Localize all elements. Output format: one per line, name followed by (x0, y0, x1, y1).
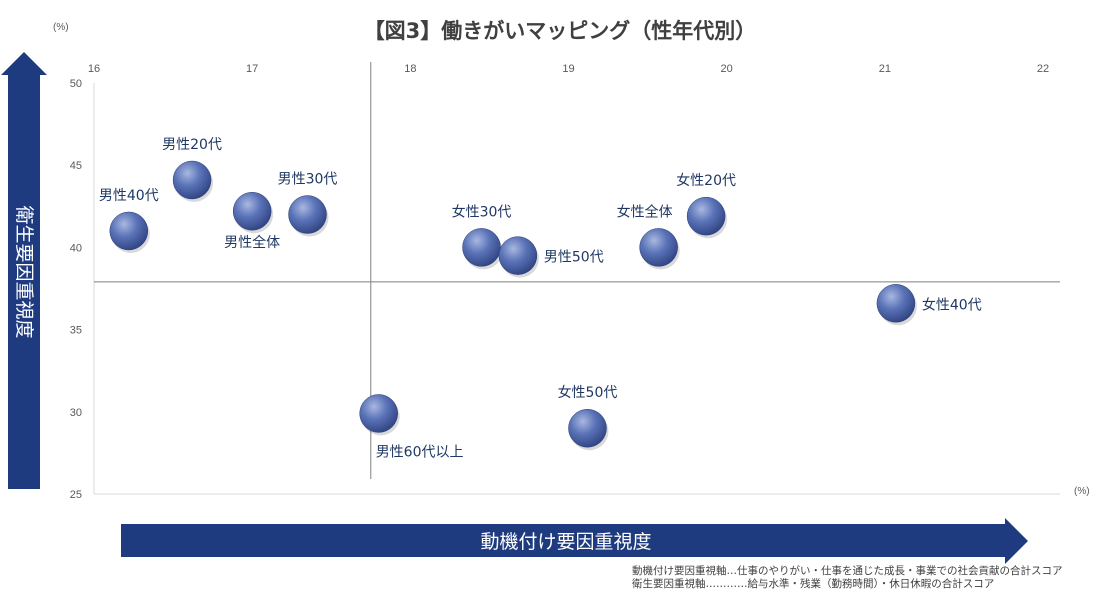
data-point-label: 男性30代 (278, 172, 338, 188)
x-tick-label: 16 (88, 63, 100, 75)
data-point (359, 394, 398, 433)
data-point (109, 211, 149, 251)
x-axis-title: 動機付け要因重視度 (480, 531, 651, 553)
data-point-label: 女性50代 (558, 384, 618, 401)
data-point-label: 女性30代 (452, 203, 512, 220)
x-tick-labels: 16 17 18 19 20 21 22 (88, 63, 1049, 75)
note-hygiene: 衛生要因重視軸…………給与水準・残業（勤務時間）・休日休暇の合計スコア (632, 577, 994, 590)
data-point (288, 195, 327, 234)
chart-title: 【図3】働きがいマッピング（性年代別） (364, 19, 757, 43)
x-tick-label: 20 (721, 63, 733, 75)
y-unit-label: (%) (53, 22, 69, 33)
data-point-label: 男性60代以上 (376, 444, 464, 460)
data-point-label: 男性40代 (99, 188, 159, 204)
y-tick-label: 40 (70, 242, 82, 254)
y-tick-label: 35 (70, 325, 82, 337)
data-point-label: 女性全体 (617, 203, 673, 220)
data-point (686, 196, 726, 236)
y-axis-title: 衛生要因重視度 (13, 205, 35, 338)
data-point (462, 228, 501, 267)
data-point (172, 160, 212, 200)
x-axis-arrow: 動機付け要因重視度 (121, 518, 1028, 564)
y-tick-label: 50 (70, 78, 82, 90)
x-tick-label: 21 (879, 63, 891, 75)
x-tick-label: 22 (1037, 63, 1049, 75)
data-point-label: 女性20代 (676, 172, 736, 189)
data-point (876, 284, 916, 323)
data-point-label: 女性40代 (922, 296, 982, 313)
data-point (498, 236, 538, 275)
y-tick-label: 45 (70, 160, 82, 172)
y-axis-arrow: 衛生要因重視度 (1, 52, 47, 489)
y-tick-label: 30 (70, 407, 82, 419)
x-unit-label: (%) (1074, 486, 1090, 497)
x-tick-label: 19 (562, 63, 574, 75)
x-tick-label: 17 (246, 63, 258, 75)
x-tick-label: 18 (404, 63, 416, 75)
data-point-label: 男性50代 (544, 250, 604, 266)
data-point (639, 228, 678, 267)
y-tick-labels: 25 30 35 40 45 50 (70, 78, 82, 501)
note-motivation: 動機付け要因重視軸…仕事のやりがい・仕事を通じた成長・事業での社会貢献の合計スコ… (632, 564, 1063, 577)
y-tick-label: 25 (70, 489, 82, 501)
data-point-label: 男性20代 (162, 137, 222, 153)
data-point (568, 408, 607, 448)
data-point (232, 191, 272, 231)
data-point-label: 男性全体 (224, 234, 280, 251)
